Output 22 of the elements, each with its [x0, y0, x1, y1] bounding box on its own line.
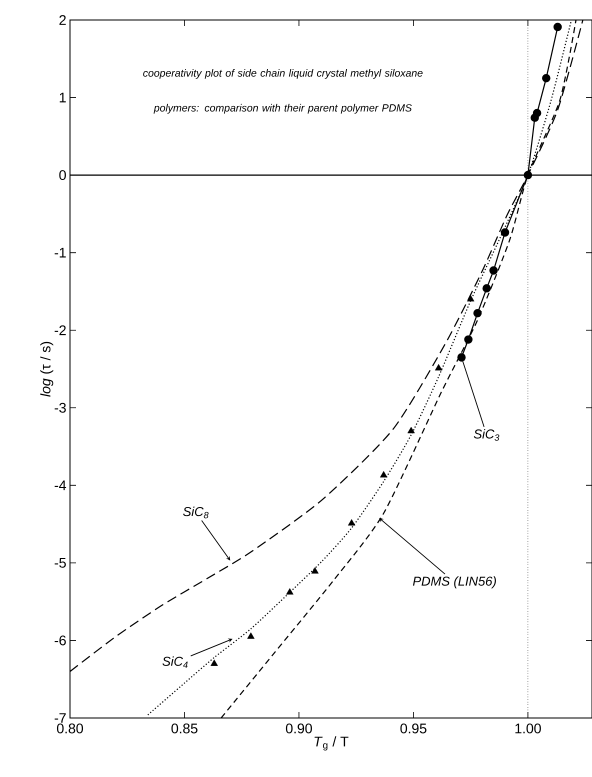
annotation: SiC$_{4}$: [162, 656, 188, 668]
chart-title: cooperativity plot of side chain liquid crystal methyl siloxane polymers: comparison with their parent polymer PDMS: [143, 69, 423, 114]
annotation: SiC$_{3}$: [474, 429, 500, 441]
y-tick-label: -3: [54, 402, 66, 413]
y-tick-label: 2: [59, 15, 66, 25]
x-tick-label: 1.00: [515, 724, 541, 734]
annotation: SiC$_{8}$: [183, 506, 209, 518]
y-axis-title: log (τ / s): [40, 342, 54, 397]
x-tick-label: 0.95: [400, 724, 426, 734]
x-tick-label: 0.85: [171, 724, 198, 734]
y-tick-label: -1: [54, 248, 66, 258]
x-axis-title: T$_{g}$ / T: [314, 736, 348, 751]
y-tick-label: -5: [54, 558, 66, 568]
y-tick-label: 0: [59, 170, 66, 180]
y-tick-label: -2: [54, 325, 66, 336]
y-tick-label: -7: [54, 713, 66, 723]
y-tick-label: -6: [54, 635, 66, 646]
x-tick-label: 0.80: [56, 724, 84, 734]
x-tick-label: 0.90: [286, 724, 312, 734]
annotation: PDMS (LIN56): [412, 576, 496, 588]
y-tick-label: -4: [54, 480, 66, 490]
y-tick-label: 1: [60, 92, 66, 102]
